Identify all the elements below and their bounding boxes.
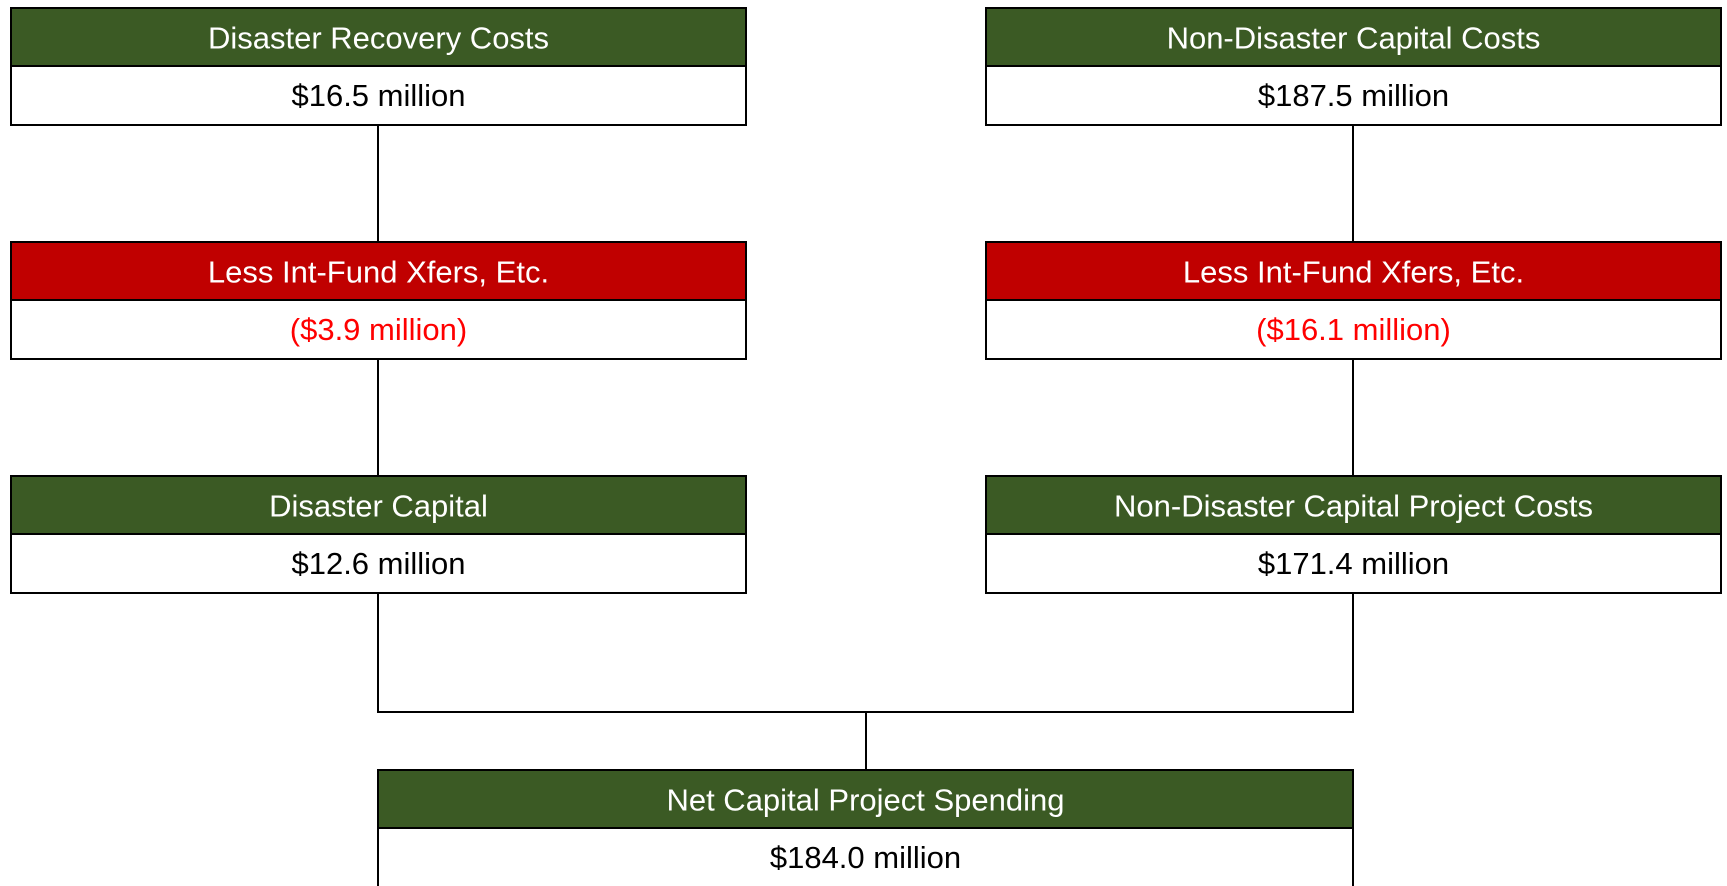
connectors [377,125,1354,770]
node-header [985,475,1722,535]
node-value: $184.0 million [770,840,961,875]
node-body [985,299,1722,360]
node-label: Disaster Capital [269,489,488,524]
node-value: ($3.9 million) [290,312,467,347]
node-value: $187.5 million [1258,78,1449,113]
node-value: ($16.1 million) [1256,312,1451,347]
node-body [10,65,747,126]
node-header [10,475,747,535]
node-header [985,7,1722,67]
node-header [10,7,747,67]
node-label: Non-Disaster Capital Costs [1167,21,1541,56]
node-header [985,241,1722,301]
node-value: $16.5 million [291,78,465,113]
node-value: $171.4 million [1258,546,1449,581]
node-body [10,299,747,360]
node-body [10,533,747,594]
node-label: Disaster Recovery Costs [208,21,549,56]
node-label: Net Capital Project Spending [666,783,1064,818]
boxes: Disaster Recovery Costs $16.5 million Non-… [10,7,1722,886]
node-body [985,65,1722,126]
node-body [985,533,1722,594]
node-label: Non-Disaster Capital Project Costs [1114,489,1593,524]
node-header [377,769,1354,829]
node-label: Less Int-Fund Xfers, Etc. [1183,255,1524,290]
node-header [10,241,747,301]
node-body [377,827,1354,886]
node-value: $12.6 million [291,546,465,581]
connector [377,594,1354,713]
node-label: Less Int-Fund Xfers, Etc. [208,255,549,290]
